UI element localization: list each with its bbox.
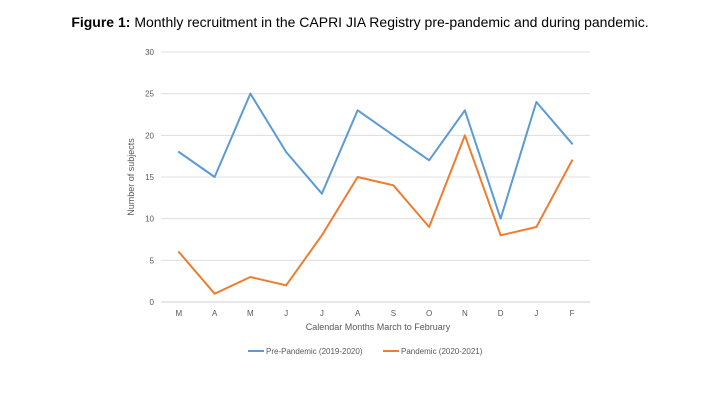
series-line-pre-pandemic [177,92,574,220]
figure-title: Figure 1: Monthly recruitment in the CAP… [0,14,720,30]
x-tick-label: J [320,309,324,318]
x-tick-label: D [498,309,504,318]
x-tick-label: J [534,309,538,318]
x-tick-label: A [212,309,218,318]
x-tick-label: A [355,309,361,318]
y-axis-label: Number of subjects [126,138,136,216]
x-tick-label: O [426,309,432,318]
y-tick-label: 0 [150,298,155,307]
y-tick-label: 15 [145,173,154,182]
legend: Pre-Pandemic (2019-2020) Pandemic (2020-2… [248,347,483,356]
figure-label: Figure 1: [71,14,131,30]
legend-label: Pandemic (2020-2021) [401,347,483,356]
gridlines [161,51,590,303]
series-lines [177,92,574,295]
y-tick-label: 20 [145,131,154,140]
figure-caption: Monthly recruitment in the CAPRI JIA Reg… [130,14,649,30]
y-axis-ticks: 0 5 10 15 20 25 30 [145,48,154,307]
x-tick-label: M [247,309,254,318]
x-tick-label: M [176,309,183,318]
y-tick-label: 10 [145,215,154,224]
x-tick-label: S [391,309,396,318]
x-tick-label: J [284,309,288,318]
x-axis-label: Calendar Months March to February [306,322,451,332]
y-tick-label: 30 [145,48,154,57]
x-tick-label: F [570,309,575,318]
y-tick-label: 25 [145,90,154,99]
x-tick-label: N [462,309,468,318]
series-line-pandemic [177,134,574,295]
y-tick-label: 5 [150,256,155,265]
legend-label: Pre-Pandemic (2019-2020) [266,347,363,356]
